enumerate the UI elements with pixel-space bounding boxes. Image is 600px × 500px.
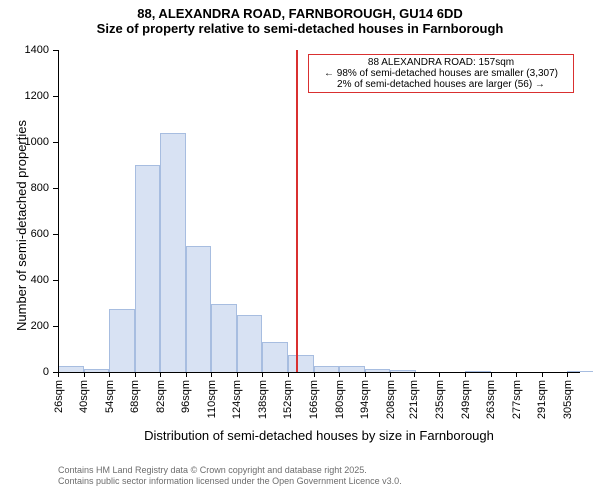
x-tick-label: 180sqm: [334, 380, 346, 419]
y-tick-label: 0: [0, 366, 49, 378]
x-tick-mark: [542, 372, 543, 377]
x-tick-label: 305sqm: [562, 380, 574, 419]
x-tick-label: 96sqm: [180, 380, 192, 413]
x-tick-mark: [567, 372, 568, 377]
chart-title-line1: 88, ALEXANDRA ROAD, FARNBOROUGH, GU14 6D…: [0, 0, 600, 21]
footer-attribution: Contains HM Land Registry data © Crown c…: [58, 465, 402, 488]
callout-box: 88 ALEXANDRA ROAD: 157sqm← 98% of semi-d…: [308, 54, 574, 93]
callout-line: 2% of semi-detached houses are larger (5…: [313, 79, 569, 90]
x-axis-line: [58, 372, 580, 373]
y-tick-label: 600: [0, 228, 49, 240]
histogram-bar: [135, 165, 161, 372]
x-tick-label: 54sqm: [104, 380, 116, 413]
y-tick-label: 400: [0, 274, 49, 286]
y-tick-mark: [53, 234, 58, 235]
x-tick-mark: [491, 372, 492, 377]
x-tick-mark: [314, 372, 315, 377]
y-axis-title: Number of semi-detached properties: [14, 120, 29, 331]
histogram-bar: [237, 315, 263, 373]
y-axis-line: [58, 50, 59, 372]
histogram-bar: [262, 342, 288, 372]
x-tick-mark: [339, 372, 340, 377]
y-tick-label: 800: [0, 182, 49, 194]
x-tick-label: 82sqm: [155, 380, 167, 413]
histogram-bar: [109, 309, 135, 372]
y-tick-label: 1200: [0, 90, 49, 102]
footer-line2: Contains public sector information licen…: [58, 476, 402, 487]
x-tick-mark: [262, 372, 263, 377]
y-tick-mark: [53, 96, 58, 97]
y-tick-label: 1000: [0, 136, 49, 148]
plot-area: 88 ALEXANDRA ROAD: 157sqm← 98% of semi-d…: [58, 50, 580, 372]
x-tick-mark: [465, 372, 466, 377]
y-tick-label: 1400: [0, 44, 49, 56]
x-tick-label: 249sqm: [460, 380, 472, 419]
x-tick-label: 152sqm: [282, 380, 294, 419]
y-tick-mark: [53, 142, 58, 143]
x-tick-label: 235sqm: [434, 380, 446, 419]
x-tick-label: 166sqm: [308, 380, 320, 419]
callout-line: 88 ALEXANDRA ROAD: 157sqm: [313, 57, 569, 68]
chart-container: 88, ALEXANDRA ROAD, FARNBOROUGH, GU14 6D…: [0, 0, 600, 500]
x-tick-label: 291sqm: [536, 380, 548, 419]
x-tick-mark: [439, 372, 440, 377]
x-tick-label: 138sqm: [257, 380, 269, 419]
x-tick-label: 110sqm: [206, 380, 218, 418]
y-tick-mark: [53, 280, 58, 281]
y-tick-label: 200: [0, 320, 49, 332]
callout-line: ← 98% of semi-detached houses are smalle…: [313, 68, 569, 79]
y-tick-mark: [53, 326, 58, 327]
footer-line1: Contains HM Land Registry data © Crown c…: [58, 465, 402, 476]
x-tick-mark: [237, 372, 238, 377]
x-tick-mark: [211, 372, 212, 377]
histogram-bar: [186, 246, 212, 373]
x-tick-mark: [365, 372, 366, 377]
x-tick-label: 194sqm: [359, 380, 371, 419]
x-tick-label: 221sqm: [408, 380, 420, 419]
x-tick-label: 26sqm: [53, 380, 65, 413]
reference-line: [296, 50, 298, 372]
x-tick-label: 68sqm: [129, 380, 141, 413]
x-axis-title: Distribution of semi-detached houses by …: [58, 428, 580, 443]
x-tick-label: 277sqm: [511, 380, 523, 419]
x-tick-label: 40sqm: [78, 380, 90, 413]
chart-title-line2: Size of property relative to semi-detach…: [0, 21, 600, 38]
x-tick-mark: [84, 372, 85, 377]
histogram-bar: [160, 133, 186, 372]
x-tick-mark: [516, 372, 517, 377]
x-tick-mark: [414, 372, 415, 377]
x-tick-mark: [390, 372, 391, 377]
x-tick-mark: [186, 372, 187, 377]
y-tick-mark: [53, 188, 58, 189]
histogram-bar: [288, 355, 314, 372]
x-tick-mark: [288, 372, 289, 377]
y-tick-mark: [53, 50, 58, 51]
x-tick-mark: [109, 372, 110, 377]
x-tick-mark: [58, 372, 59, 377]
x-tick-label: 263sqm: [485, 380, 497, 419]
x-tick-label: 208sqm: [385, 380, 397, 419]
x-tick-mark: [160, 372, 161, 377]
x-tick-mark: [135, 372, 136, 377]
x-tick-label: 124sqm: [231, 380, 243, 419]
histogram-bar: [211, 304, 237, 372]
